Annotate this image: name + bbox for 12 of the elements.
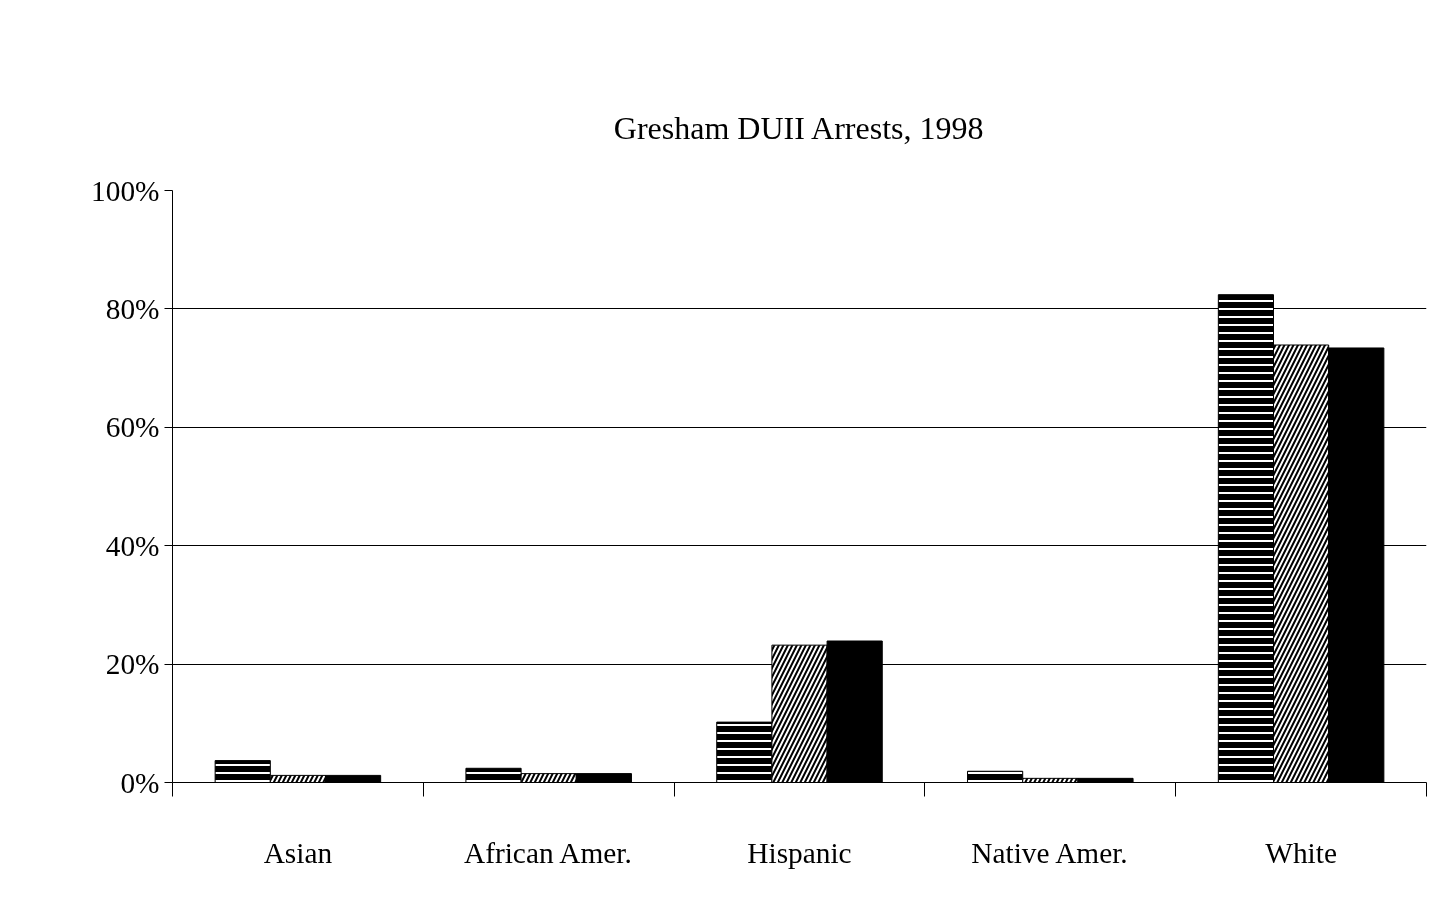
y-tick-label: 20%	[105, 648, 160, 681]
y-tick-label: 80%	[105, 292, 160, 325]
y-tick-label: 60%	[105, 411, 160, 444]
y-tick-label: 0%	[120, 766, 160, 799]
y-tick-label: 40%	[105, 529, 160, 562]
x-tick-label: African Amer.	[464, 836, 632, 869]
y-tick-label: 100%	[91, 174, 160, 207]
chart-title: Gresham DUII Arrests, 1998	[613, 109, 984, 146]
x-tick-label: Asian	[263, 836, 333, 869]
x-tick-label: Hispanic	[747, 836, 852, 869]
x-tick-label: Native Amer.	[971, 836, 1128, 869]
x-tick-label: White	[1265, 836, 1337, 869]
